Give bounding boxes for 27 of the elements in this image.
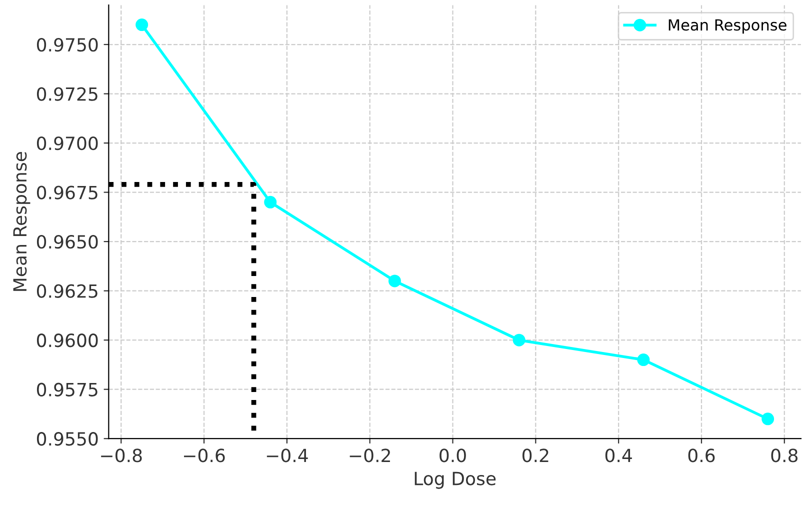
x-tick-label: 0.0: [440, 448, 466, 462]
y-axis-title: Mean Response: [13, 152, 30, 291]
y-tick-label: 0.9650: [36, 235, 98, 249]
point: [762, 412, 774, 426]
point: [136, 18, 148, 32]
y-tick-label: 0.9700: [36, 136, 98, 150]
y-tick-label: 0.9600: [36, 334, 98, 348]
x-tick-label: −0.4: [266, 448, 308, 462]
x-tick-label: −0.8: [101, 448, 142, 462]
y-tick-label: 0.9750: [36, 38, 98, 52]
x-tick-label: 0.4: [605, 448, 632, 462]
point: [637, 354, 650, 366]
y-tick-label: 0.9725: [36, 87, 98, 101]
point: [512, 334, 526, 346]
x-axis-title: Log Dose: [414, 472, 496, 489]
x-tick-label: −0.2: [350, 448, 390, 462]
point: [264, 196, 277, 208]
x-tick-label: 0.6: [688, 448, 715, 462]
x-tick-label: −0.6: [184, 448, 225, 462]
x-tick-label: 0.2: [522, 448, 548, 462]
y-tick-label: 0.9675: [36, 186, 98, 200]
y-tick-label: 0.9550: [36, 432, 98, 446]
y-tick-label: 0.9575: [36, 382, 98, 396]
legend-label: Mean Response: [668, 19, 786, 34]
x-tick-label: 0.8: [771, 448, 798, 462]
y-tick-label: 0.9625: [36, 284, 98, 298]
point: [388, 274, 401, 288]
